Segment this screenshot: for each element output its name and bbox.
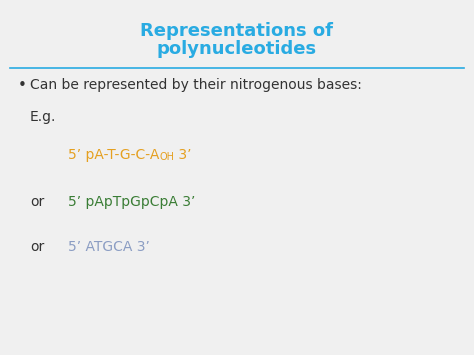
Text: OH: OH bbox=[159, 152, 174, 162]
Text: 3’: 3’ bbox=[174, 148, 192, 162]
Text: E.g.: E.g. bbox=[30, 110, 56, 124]
Text: Can be represented by their nitrogenous bases:: Can be represented by their nitrogenous … bbox=[30, 78, 362, 92]
Text: •: • bbox=[18, 78, 27, 93]
Text: 5’ pA-T-G-C-A: 5’ pA-T-G-C-A bbox=[68, 148, 159, 162]
Text: 5’ ATGCA 3’: 5’ ATGCA 3’ bbox=[68, 240, 150, 254]
Text: or: or bbox=[30, 195, 44, 209]
Text: Representations of: Representations of bbox=[140, 22, 334, 40]
Text: polynucleotides: polynucleotides bbox=[157, 40, 317, 58]
Text: or: or bbox=[30, 240, 44, 254]
Text: 5’ pApTpGpCpA 3’: 5’ pApTpGpCpA 3’ bbox=[68, 195, 195, 209]
